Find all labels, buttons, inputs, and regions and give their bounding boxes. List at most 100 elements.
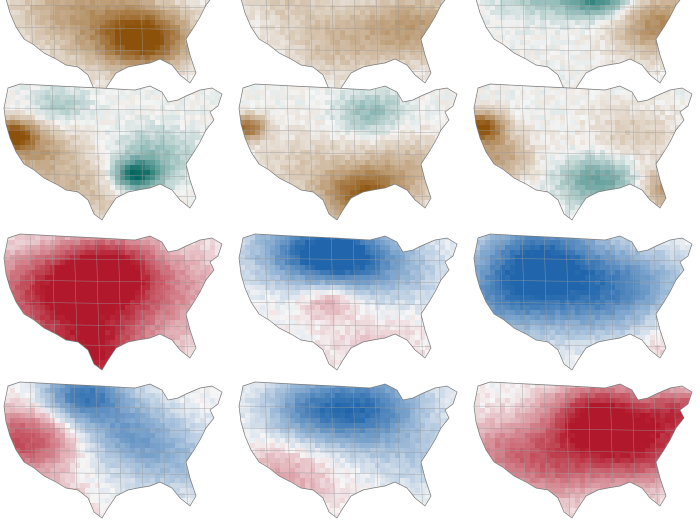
county-cell — [165, 15, 171, 21]
county-cell — [165, 70, 171, 76]
county-cell — [325, 40, 331, 46]
county-cell — [450, 55, 456, 61]
county-cell — [150, 165, 156, 171]
county-cell — [320, 45, 326, 51]
county-cell — [260, 60, 266, 66]
county-cell — [510, 55, 516, 61]
county-cell — [165, 80, 171, 86]
county-cell — [635, 5, 641, 11]
county-cell — [510, 40, 516, 46]
county-cell — [625, 65, 631, 71]
county-cell — [35, 35, 41, 41]
county-cell — [590, 5, 596, 11]
county-cell — [275, 65, 281, 71]
county-cell — [65, 0, 71, 6]
county-cell — [210, 0, 216, 6]
county-cell — [180, 40, 186, 46]
county-cell — [575, 20, 581, 26]
county-cell — [150, 35, 156, 41]
county-cell — [125, 90, 131, 96]
county-cell — [680, 45, 686, 51]
county-cell — [665, 0, 671, 6]
county-cell — [80, 125, 86, 131]
county-cell — [60, 0, 66, 6]
county-cell — [190, 100, 196, 106]
county-cell — [130, 120, 136, 126]
county-cell — [305, 15, 311, 21]
county-cell — [205, 30, 211, 36]
county-cell — [235, 15, 241, 21]
county-cell — [225, 50, 230, 56]
county-cell — [15, 135, 21, 141]
county-cell — [10, 130, 16, 136]
county-cell — [580, 35, 586, 41]
county-cell — [255, 65, 261, 71]
county-cell — [345, 0, 351, 6]
county-cell — [65, 90, 71, 96]
county-cell — [85, 105, 91, 111]
county-cell — [535, 30, 541, 36]
county-cell — [425, 20, 431, 26]
county-cell — [90, 70, 96, 76]
county-cell — [220, 110, 226, 116]
county-cell — [190, 145, 196, 151]
county-cell — [165, 90, 171, 96]
county-cell — [180, 45, 186, 51]
county-cell — [5, 50, 11, 56]
county-cell — [300, 35, 306, 41]
county-cell — [245, 45, 251, 51]
county-cell — [510, 65, 516, 71]
county-cell — [40, 90, 46, 96]
county-cell — [140, 140, 146, 146]
county-cell — [345, 65, 351, 71]
county-cell — [385, 0, 391, 6]
county-cell — [540, 20, 546, 26]
county-cell — [140, 10, 146, 16]
county-cell — [555, 50, 561, 56]
county-cell — [335, 60, 341, 66]
county-cell — [140, 150, 146, 156]
county-cell — [250, 45, 256, 51]
county-cell — [270, 5, 276, 11]
county-cell — [135, 165, 141, 171]
county-cell — [155, 25, 161, 31]
county-cell — [620, 0, 626, 6]
county-cell — [635, 45, 641, 51]
county-cell — [365, 10, 371, 16]
county-cell — [160, 85, 166, 91]
county-cell — [5, 160, 11, 166]
county-cell — [130, 135, 136, 141]
county-cell — [155, 0, 161, 6]
county-cell — [375, 40, 381, 46]
county-cell — [645, 15, 651, 21]
county-cell — [160, 130, 166, 136]
county-cell — [505, 20, 511, 26]
county-cell — [305, 55, 311, 61]
county-cell — [105, 55, 111, 61]
county-cell — [180, 0, 186, 6]
county-cell — [235, 55, 241, 61]
county-cell — [135, 80, 141, 86]
county-cell — [665, 25, 671, 31]
county-cell — [100, 90, 106, 96]
county-cell — [345, 50, 351, 56]
county-cell — [75, 90, 81, 96]
county-cell — [90, 80, 96, 86]
county-cell — [195, 165, 201, 171]
county-cell — [65, 115, 71, 121]
county-cell — [170, 25, 176, 31]
county-cell — [140, 125, 146, 131]
county-cell — [390, 25, 396, 31]
county-cell — [180, 70, 186, 76]
county-cell — [85, 65, 91, 71]
county-cell — [225, 30, 230, 36]
county-cell — [390, 70, 396, 76]
county-cell — [0, 125, 6, 131]
county-cell — [515, 15, 521, 21]
county-cell — [190, 40, 196, 46]
county-cell — [495, 45, 501, 51]
county-cell — [695, 25, 700, 31]
county-cell — [20, 55, 26, 61]
county-cell — [40, 60, 46, 66]
county-cell — [455, 70, 461, 76]
